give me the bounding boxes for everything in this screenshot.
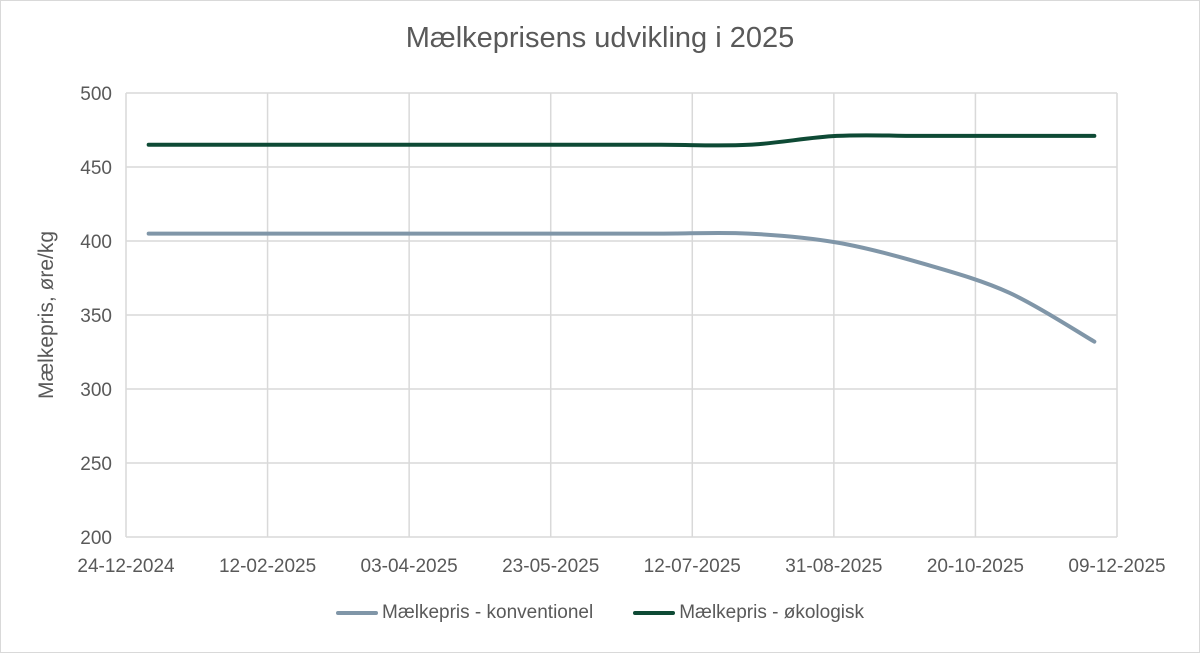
legend-label-konventionel: Mælkepris - konventionel [382, 602, 594, 623]
series-line-okologisk [146, 133, 1097, 148]
legend-label-okologisk: Mælkepris - økologisk [679, 602, 864, 623]
x-tick-label: 20-10-2025 [927, 556, 1024, 577]
x-tick-label: 12-02-2025 [219, 556, 316, 577]
x-tick-label: 09-12-2025 [1068, 556, 1165, 577]
legend-swatch-okologisk [633, 611, 676, 615]
y-tick-label: 400 [80, 232, 112, 253]
legend-item-konventionel: Mælkepris - konventionel [336, 602, 593, 624]
series-line-konventionel [146, 230, 1097, 344]
y-tick-label: 350 [80, 306, 112, 327]
y-tick-label: 500 [80, 84, 112, 105]
y-tick-label: 300 [80, 380, 112, 401]
y-tick-label: 200 [80, 528, 112, 549]
x-tick-label: 03-04-2025 [361, 556, 458, 577]
x-tick-label: 24-12-2024 [77, 556, 175, 577]
y-tick-label: 450 [80, 158, 112, 179]
x-tick-label: 23-05-2025 [502, 556, 599, 577]
x-tick-label: 31-08-2025 [785, 556, 882, 577]
chart-title: Mælkeprisens udvikling i 2025 [405, 22, 795, 54]
legend-item-okologisk: Mælkepris - økologisk [633, 602, 864, 624]
y-tick-label: 250 [80, 454, 112, 475]
legend-swatch-konventionel [336, 611, 379, 615]
x-tick-label: 12-07-2025 [644, 556, 741, 577]
legend: Mælkepris - konventionel Mælkepris - øko… [0, 602, 1200, 624]
